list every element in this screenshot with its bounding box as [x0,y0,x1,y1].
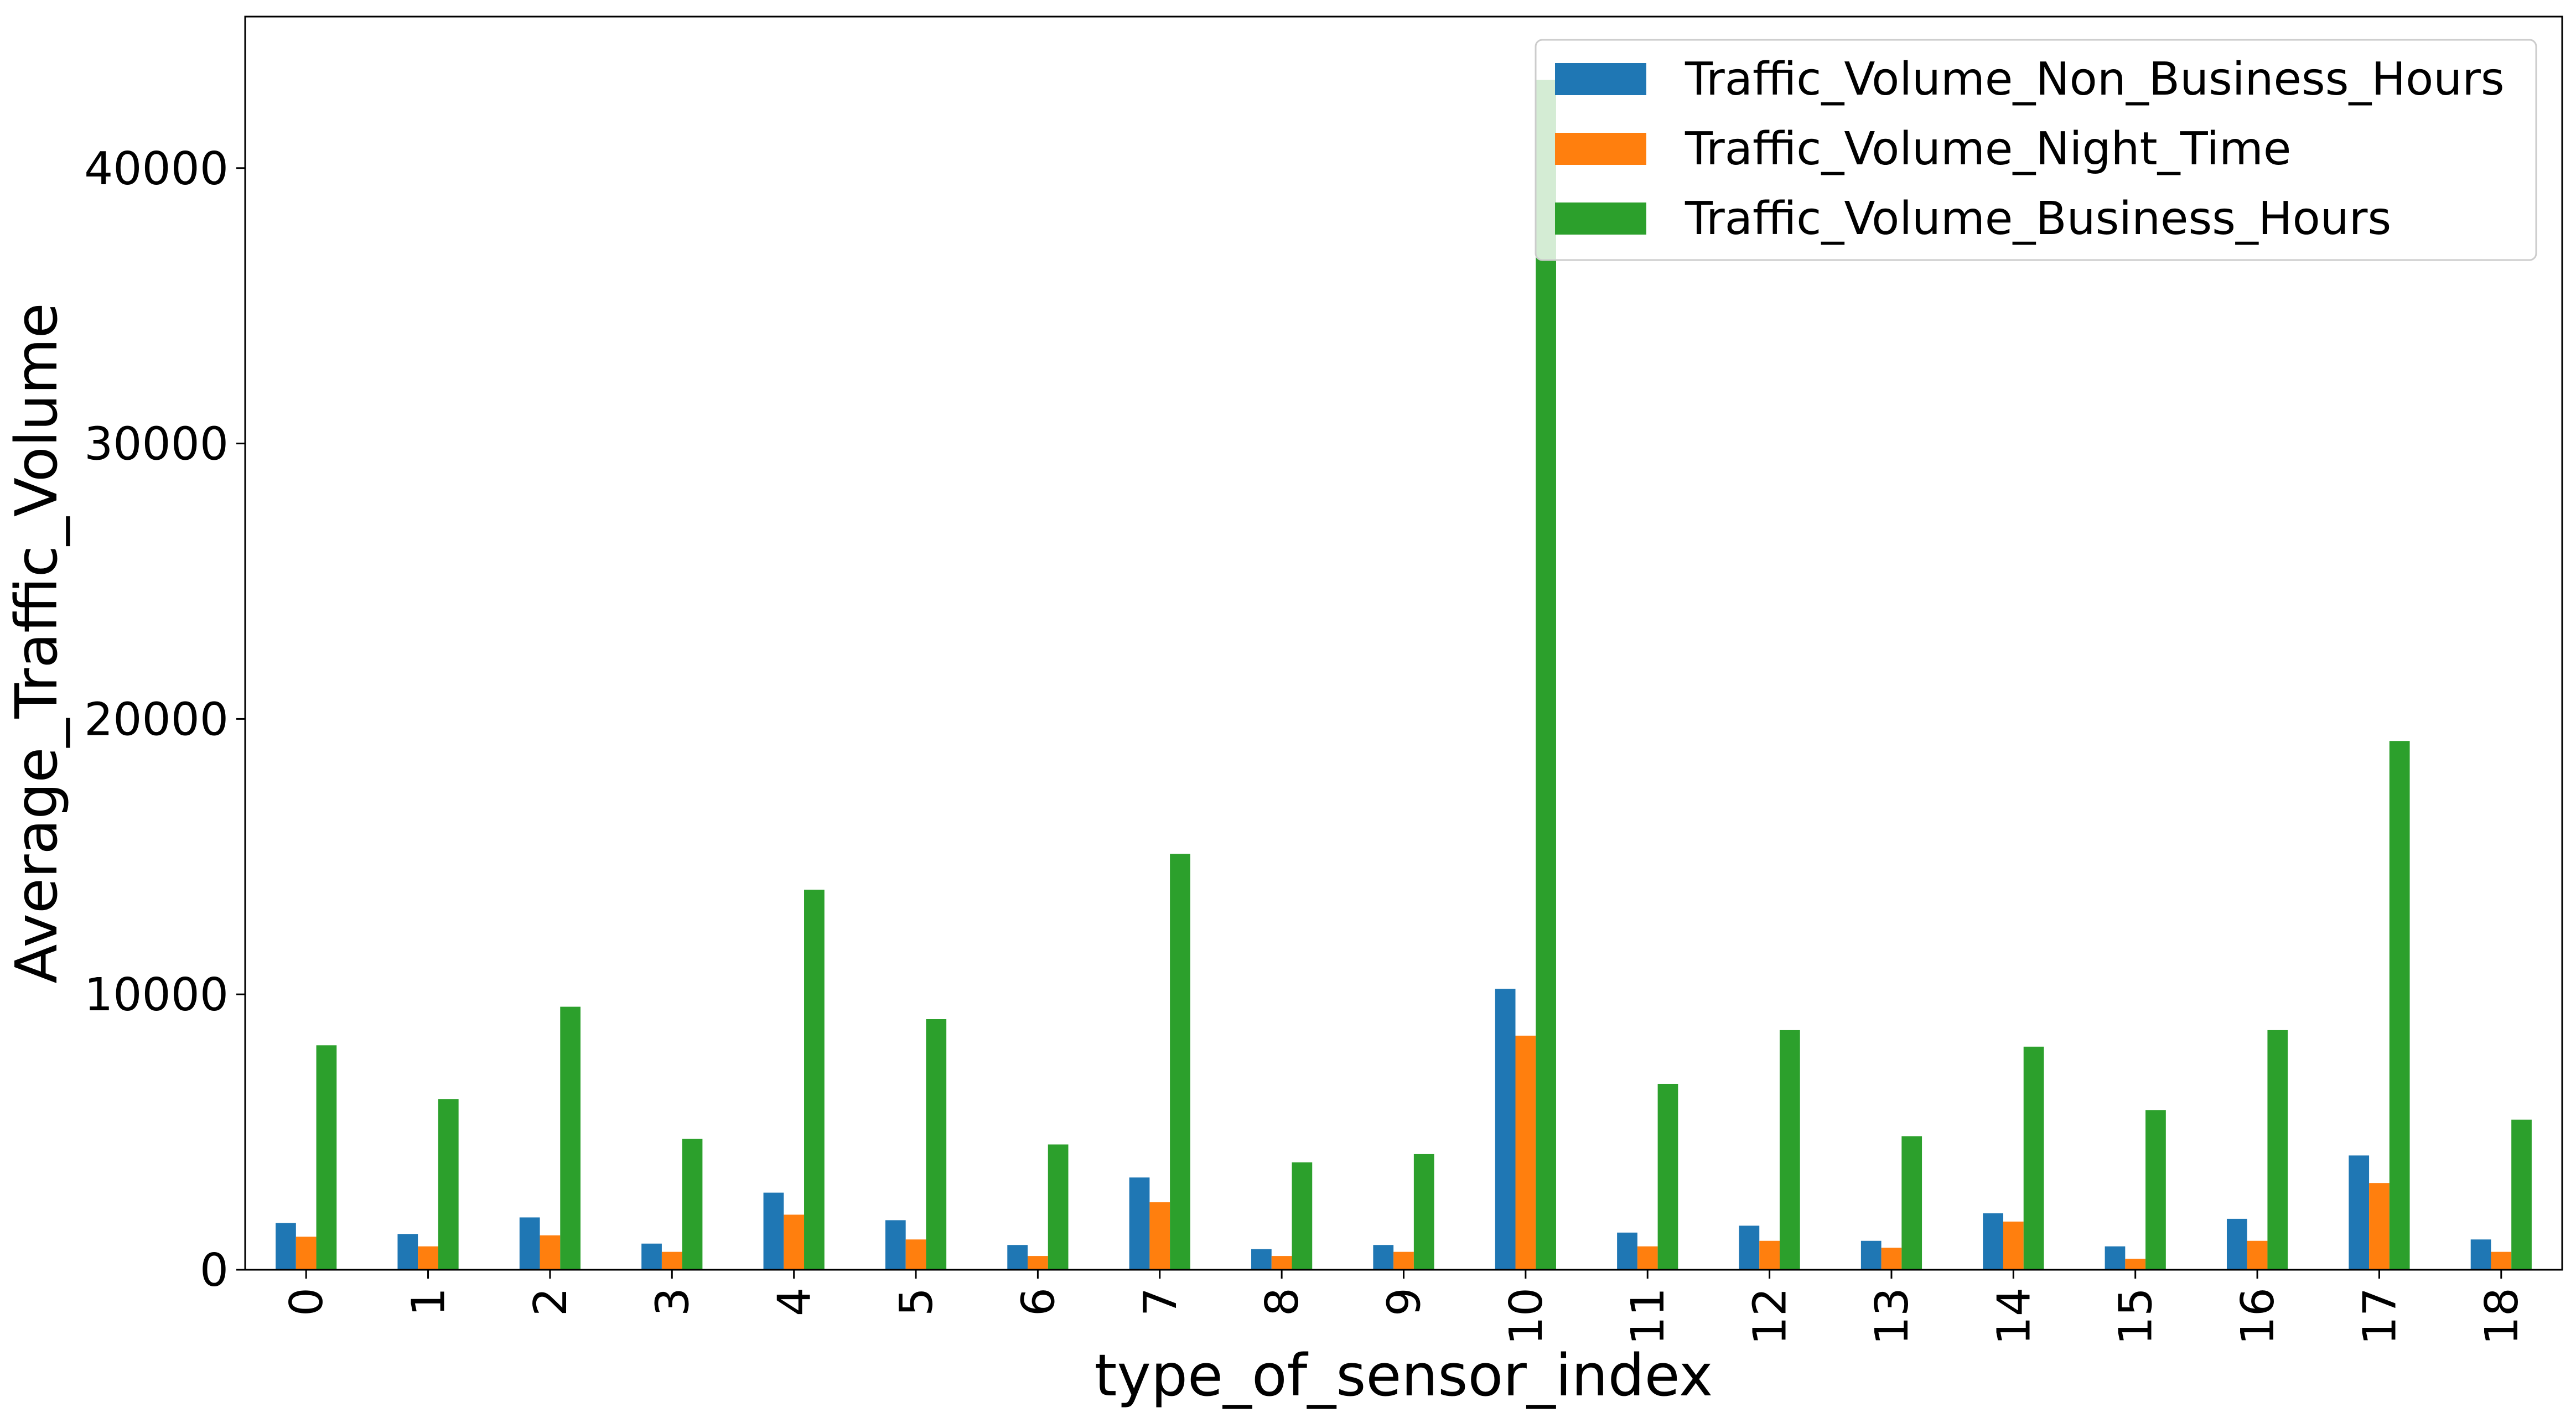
bar-Traffic_Volume_Business_Hours-15 [2145,1110,2166,1270]
bars-layer [276,80,2532,1270]
x-tick-label: 11 [1622,1287,1675,1345]
x-tick-label: 13 [1866,1287,1919,1345]
bar-Traffic_Volume_Non_Business_Hours-12 [1739,1226,1760,1270]
bar-Traffic_Volume_Non_Business_Hours-3 [641,1243,662,1270]
bar-Traffic_Volume_Business_Hours-18 [2511,1119,2532,1270]
bar-Traffic_Volume_Night_Time-14 [2003,1221,2024,1270]
x-tick-label: 1 [403,1287,455,1316]
x-tick-label: 14 [1988,1287,2040,1345]
bar-Traffic_Volume_Night_Time-15 [2125,1259,2146,1270]
bar-Traffic_Volume_Business_Hours-8 [1292,1162,1313,1270]
bar-Traffic_Volume_Business_Hours-6 [1048,1144,1069,1270]
bar-Traffic_Volume_Non_Business_Hours-0 [276,1223,296,1270]
x-tick-label: 17 [2354,1287,2406,1345]
bar-Traffic_Volume_Business_Hours-5 [926,1019,947,1270]
bar-Traffic_Volume_Non_Business_Hours-7 [1129,1177,1150,1270]
bar-Traffic_Volume_Night_Time-2 [540,1235,561,1270]
x-tick-label: 0 [281,1287,333,1316]
legend-box [1535,39,2537,261]
bar-Traffic_Volume_Night_Time-0 [296,1237,317,1270]
bar-Traffic_Volume_Business_Hours-3 [682,1139,703,1270]
legend-swatch [1555,133,1646,165]
bar-Traffic_Volume_Business_Hours-0 [316,1045,337,1270]
bar-Traffic_Volume_Night_Time-1 [418,1246,438,1270]
x-tick-label: 8 [1256,1287,1309,1316]
bar-Traffic_Volume_Night_Time-9 [1393,1252,1414,1270]
y-axis-title: Average_Traffic_Volume [3,303,70,983]
bar-Traffic_Volume_Business_Hours-12 [1779,1030,1800,1270]
y-tick-label: 20000 [84,693,229,746]
y-tick-label: 30000 [84,418,229,471]
bar-Traffic_Volume_Night_Time-12 [1759,1240,1780,1270]
legend-swatch [1555,202,1646,235]
bar-Traffic_Volume_Non_Business_Hours-8 [1251,1249,1272,1270]
bar-Traffic_Volume_Non_Business_Hours-14 [1983,1213,2003,1270]
x-tick-label: 9 [1378,1287,1431,1316]
x-tick-label: 5 [890,1287,943,1316]
bar-Traffic_Volume_Night_Time-10 [1515,1035,1536,1270]
y-tick-label: 0 [200,1244,229,1297]
bar-Traffic_Volume_Night_Time-16 [2247,1240,2268,1270]
bar-Traffic_Volume_Business_Hours-10 [1536,80,1556,1270]
x-tick-label: 10 [1500,1287,1553,1345]
legend-swatch [1555,63,1646,95]
y-tick-label: 40000 [84,143,229,195]
x-tick-label: 2 [525,1287,577,1316]
bar-Traffic_Volume_Business_Hours-2 [560,1006,581,1270]
bar-Traffic_Volume_Night_Time-7 [1149,1202,1170,1270]
bar-Traffic_Volume_Non_Business_Hours-1 [397,1234,418,1270]
bar-Traffic_Volume_Night_Time-3 [661,1252,682,1270]
bar-Traffic_Volume_Business_Hours-1 [438,1099,459,1270]
bar-Traffic_Volume_Non_Business_Hours-15 [2105,1246,2126,1270]
bar-Traffic_Volume_Business_Hours-4 [804,890,825,1270]
bar-Traffic_Volume_Business_Hours-13 [1901,1136,1922,1270]
bar-Traffic_Volume_Night_Time-18 [2491,1252,2512,1270]
bar-Traffic_Volume_Non_Business_Hours-2 [519,1217,540,1270]
bar-Traffic_Volume_Non_Business_Hours-17 [2349,1155,2370,1270]
y-tick-label: 10000 [84,969,229,1021]
x-tick-label: 18 [2476,1287,2528,1345]
bar-Traffic_Volume_Non_Business_Hours-11 [1617,1232,1637,1270]
bar-Traffic_Volume_Non_Business_Hours-18 [2470,1239,2491,1270]
bar-Traffic_Volume_Non_Business_Hours-10 [1495,989,1516,1270]
bar-Traffic_Volume_Night_Time-17 [2369,1183,2390,1270]
bar-Traffic_Volume_Night_Time-11 [1637,1246,1658,1270]
x-tick-label: 15 [2110,1287,2163,1345]
x-tick-label: 3 [646,1287,699,1316]
x-tick-label: 4 [769,1287,821,1316]
bar-Traffic_Volume_Non_Business_Hours-4 [763,1192,784,1270]
bar-Traffic_Volume_Night_Time-5 [905,1239,926,1270]
bar-Traffic_Volume_Non_Business_Hours-6 [1007,1245,1028,1270]
legend-label: Traffic_Volume_Business_Hours [1684,193,2391,245]
bar-Traffic_Volume_Business_Hours-17 [2389,741,2410,1270]
legend-label: Traffic_Volume_Night_Time [1684,123,2291,175]
bar-Traffic_Volume_Night_Time-8 [1271,1256,1292,1270]
legend-label: Traffic_Volume_Non_Business_Hours [1684,53,2505,106]
bar-Traffic_Volume_Business_Hours-14 [2023,1046,2044,1270]
bar-Traffic_Volume_Night_Time-4 [784,1214,805,1270]
legend: Traffic_Volume_Non_Business_Hours Traffic… [1535,39,2537,261]
bar-Traffic_Volume_Non_Business_Hours-13 [1860,1240,1882,1270]
bar-Traffic_Volume_Business_Hours-9 [1413,1154,1434,1270]
bar-Traffic_Volume_Non_Business_Hours-16 [2226,1218,2247,1270]
x-tick-label: 16 [2232,1287,2284,1345]
bar-Traffic_Volume_Business_Hours-16 [2267,1030,2288,1270]
bar-Traffic_Volume_Night_Time-6 [1028,1256,1048,1270]
bar-Traffic_Volume_Business_Hours-11 [1657,1083,1678,1270]
x-tick-label: 6 [1012,1287,1065,1316]
x-axis-title: type_of_sensor_index [1095,1342,1713,1409]
bar-Traffic_Volume_Non_Business_Hours-9 [1373,1245,1394,1270]
bar-Traffic_Volume_Business_Hours-7 [1170,854,1190,1270]
x-tick-label: 7 [1134,1287,1187,1316]
x-tick-label: 12 [1744,1287,1797,1345]
bar-Traffic_Volume_Non_Business_Hours-5 [885,1220,906,1270]
bar-Traffic_Volume_Night_Time-13 [1881,1248,1902,1270]
